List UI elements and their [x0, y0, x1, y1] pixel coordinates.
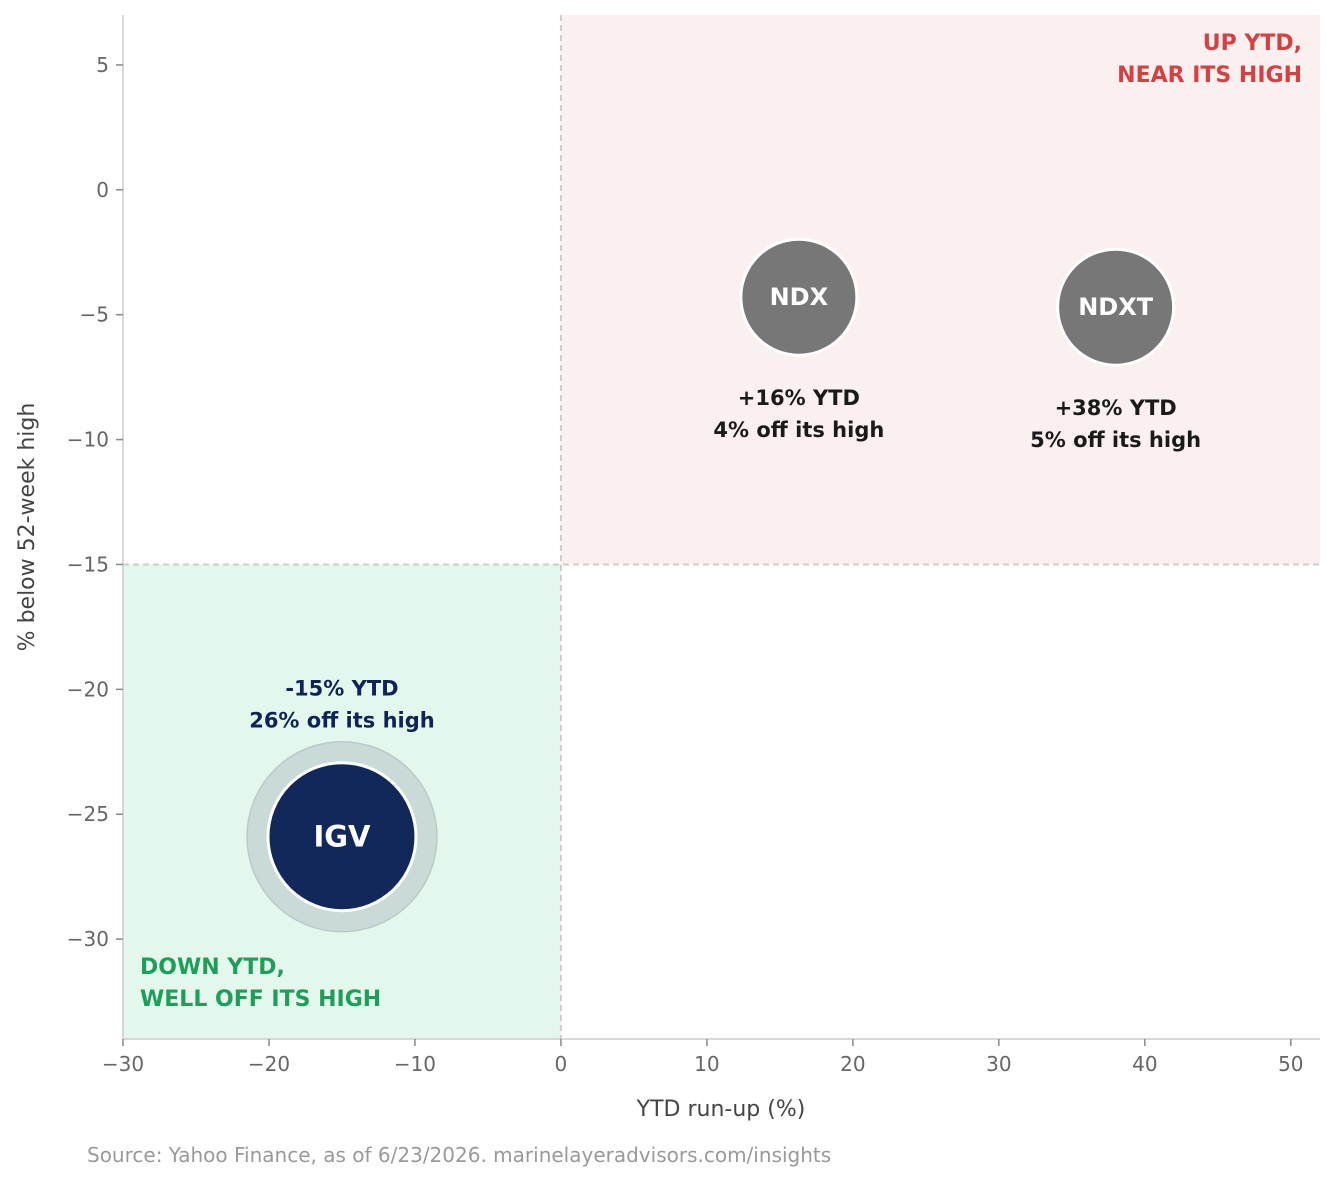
- x-tick-label: 30: [986, 1052, 1011, 1076]
- point-marker: [266, 761, 418, 913]
- x-tick-label: 20: [840, 1052, 865, 1076]
- point-annotations: +16% YTD 4% off its high +38% YTD 5% off it…: [249, 386, 1201, 732]
- point-label: NDXT: [1078, 293, 1154, 321]
- quadrant-label-line: WELL OFF ITS HIGH: [140, 987, 381, 1012]
- point-annotation-line: 26% off its high: [249, 709, 435, 733]
- quadrant-region: [560, 15, 1320, 565]
- y-tick-label: −30: [67, 927, 109, 951]
- y-axis-title: % below 52-week high: [15, 403, 40, 652]
- point-label: IGV: [313, 820, 371, 854]
- x-tick-label: 0: [555, 1052, 568, 1076]
- axes: [122, 15, 1320, 1040]
- x-axis-title: YTD run-up (%): [636, 1097, 806, 1122]
- x-axis-ticks: −30 −20 −10 0 10 20 30 40 50: [102, 1039, 1304, 1076]
- y-tick-label: −5: [80, 303, 109, 327]
- point-annotation-line: 5% off its high: [1030, 428, 1201, 452]
- x-tick-label: −10: [394, 1052, 436, 1076]
- quadrant-labels: UP YTD, NEAR ITS HIGH DOWN YTD, WELL OFF IT…: [140, 31, 1302, 1012]
- point-annotation-line: -15% YTD: [285, 677, 398, 701]
- quadrant-label-line: DOWN YTD,: [140, 955, 285, 980]
- point-marker: [1056, 247, 1176, 367]
- point-marker: [739, 237, 859, 357]
- x-tick-label: −20: [248, 1052, 290, 1076]
- data-points: NDX NDXT IGV: [246, 237, 1176, 933]
- point-label: NDX: [770, 283, 829, 311]
- y-tick-label: 5: [96, 53, 109, 77]
- point-annotation-line: +38% YTD: [1055, 396, 1177, 420]
- point-annotation-line: 4% off its high: [713, 418, 884, 442]
- x-tick-label: 10: [694, 1052, 719, 1076]
- quadrant-label-line: UP YTD,: [1203, 31, 1302, 56]
- x-tick-label: −30: [102, 1052, 144, 1076]
- y-tick-label: −15: [67, 552, 109, 576]
- quadrant-label-line: NEAR ITS HIGH: [1117, 63, 1302, 88]
- y-tick-label: −20: [67, 677, 109, 701]
- x-tick-label: 50: [1278, 1052, 1303, 1076]
- x-tick-label: 40: [1132, 1052, 1157, 1076]
- y-tick-label: −25: [67, 802, 109, 826]
- threshold-lines: [123, 15, 1320, 1039]
- y-tick-label: 0: [96, 178, 109, 202]
- y-axis-ticks: 5 0 −5 −10 −15 −20 −25 −30: [67, 53, 123, 951]
- y-tick-label: −10: [67, 428, 109, 452]
- point-annotation-line: +16% YTD: [738, 386, 860, 410]
- source-note: Source: Yahoo Finance, as of 6/23/2026. …: [87, 1143, 831, 1167]
